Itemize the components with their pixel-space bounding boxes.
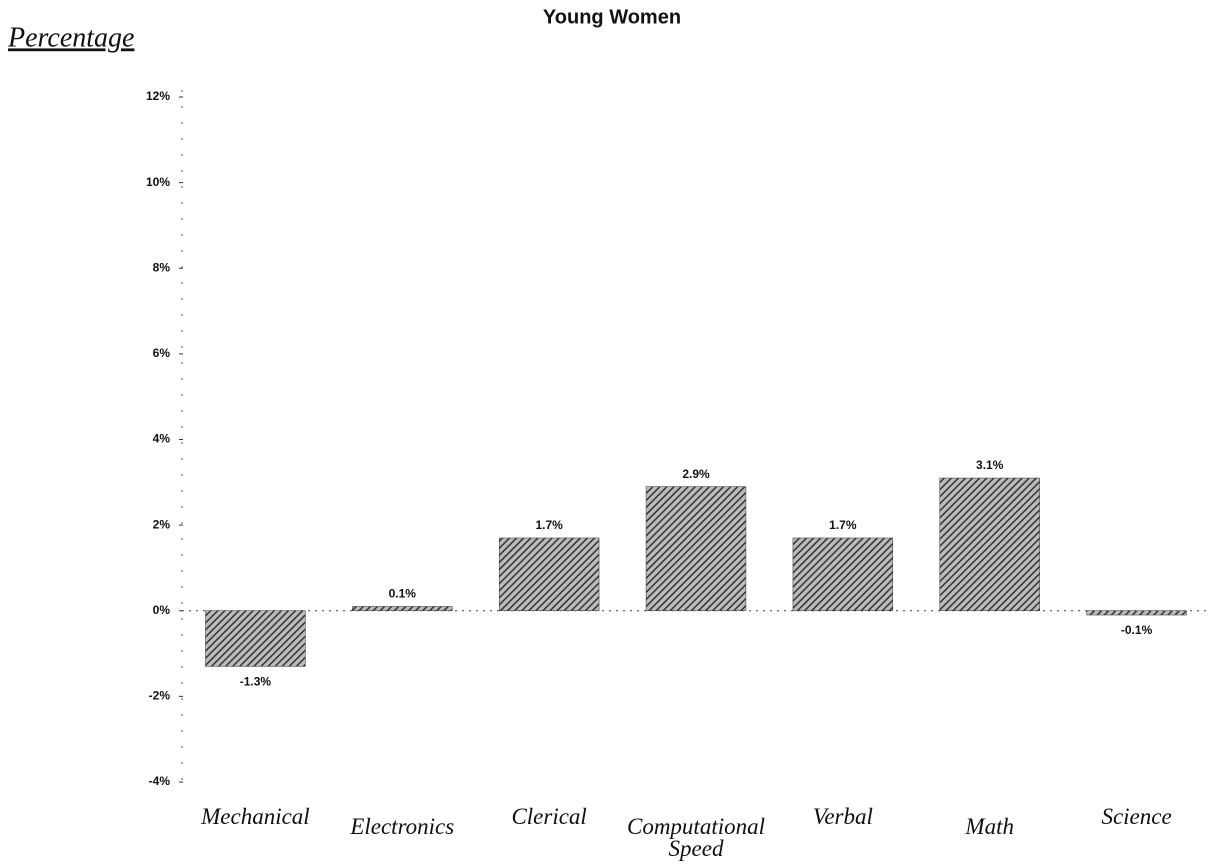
x-tick-label: Electronics <box>350 814 455 839</box>
y-tick-label: 6% <box>153 346 171 360</box>
value-label: 0.1% <box>389 587 417 601</box>
value-label: 1.7% <box>535 518 563 532</box>
value-label: -1.3% <box>240 675 272 689</box>
bar <box>205 610 306 667</box>
y-tick-label: 0% <box>153 603 171 617</box>
y-tick-label: 8% <box>153 260 171 274</box>
bar <box>939 477 1040 611</box>
bar <box>352 606 453 611</box>
y-tick-label: -2% <box>149 689 171 703</box>
x-tick-label: Science <box>1101 804 1172 829</box>
bar <box>498 537 600 611</box>
value-label: 3.1% <box>976 458 1004 472</box>
bar <box>1086 610 1187 616</box>
bar <box>792 537 894 611</box>
y-tick-label: 10% <box>146 175 170 189</box>
bar <box>645 486 747 611</box>
x-tick-label: Math <box>965 814 1014 839</box>
x-tick-label: Clerical <box>511 804 587 829</box>
value-label: -0.1% <box>1121 623 1153 637</box>
y-tick-label: 2% <box>153 517 171 531</box>
y-axis-label: Percentage <box>7 22 134 53</box>
value-label: 1.7% <box>829 518 857 532</box>
x-tick-label: Mechanical <box>201 804 310 829</box>
y-tick-label: 12% <box>146 89 170 103</box>
chart-title: Young Women <box>543 6 681 28</box>
y-tick-label: -4% <box>149 774 171 788</box>
value-label: 2.9% <box>682 467 710 481</box>
x-tick-label: Computational Speed <box>626 814 765 861</box>
x-tick-label: Verbal <box>812 804 873 829</box>
y-tick-label: 4% <box>153 432 171 446</box>
